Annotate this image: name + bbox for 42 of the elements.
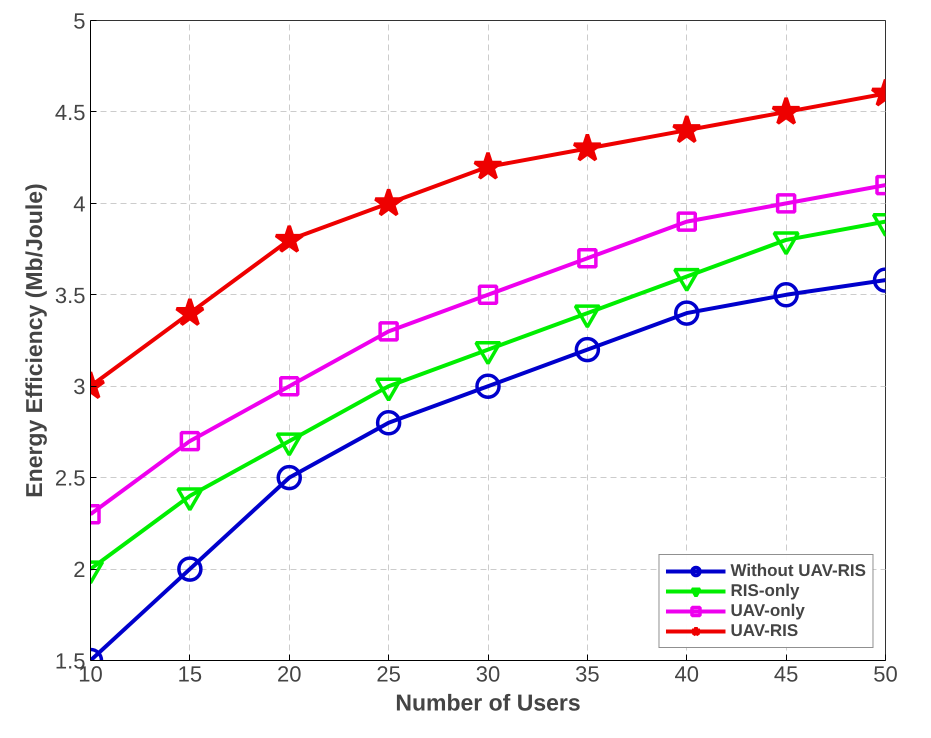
point — [279, 376, 300, 396]
x-tick-label: 30 — [476, 662, 500, 686]
point — [574, 336, 600, 362]
point — [177, 556, 203, 582]
point — [572, 132, 602, 162]
x-tick-label: 35 — [575, 662, 600, 686]
legend-label: Without UAV-RIS — [730, 561, 866, 581]
point — [475, 373, 501, 399]
y-tick-label: 5 — [73, 8, 86, 34]
x-tick-label: 25 — [376, 662, 401, 686]
y-tick-label: 2.5 — [54, 466, 86, 491]
point — [376, 410, 402, 436]
point — [374, 188, 404, 216]
x-tick-label: 50 — [873, 662, 898, 686]
legend-label: UAV-RIS — [730, 621, 798, 641]
point — [274, 224, 304, 254]
x-tick-label: 40 — [674, 662, 699, 686]
point — [577, 248, 598, 268]
y-axis-title: Energy Efficiency (Mb/Joule) — [20, 183, 47, 498]
x-axis-title: Number of Users — [395, 690, 581, 716]
point — [174, 297, 205, 326]
x-tick-label: 45 — [774, 662, 798, 686]
point — [672, 114, 702, 144]
point — [478, 284, 498, 306]
legend-label: UAV-only — [730, 601, 805, 621]
y-tick-label: 2 — [73, 557, 86, 582]
point — [276, 464, 302, 490]
point — [773, 282, 799, 308]
point — [378, 321, 399, 342]
x-tick-label: 15 — [178, 662, 202, 686]
legend-label: RIS-only — [730, 581, 800, 601]
point — [472, 151, 504, 180]
x-tick-label: 20 — [277, 662, 302, 686]
y-tick-label: 4.5 — [54, 100, 86, 125]
y-tick-label: 4 — [73, 191, 86, 216]
point — [771, 96, 802, 126]
y-tick-label: 3 — [73, 374, 86, 400]
point — [676, 211, 697, 232]
y-tick-label: 3.5 — [54, 282, 86, 308]
point — [180, 430, 200, 452]
point — [776, 193, 796, 214]
point — [674, 300, 700, 326]
